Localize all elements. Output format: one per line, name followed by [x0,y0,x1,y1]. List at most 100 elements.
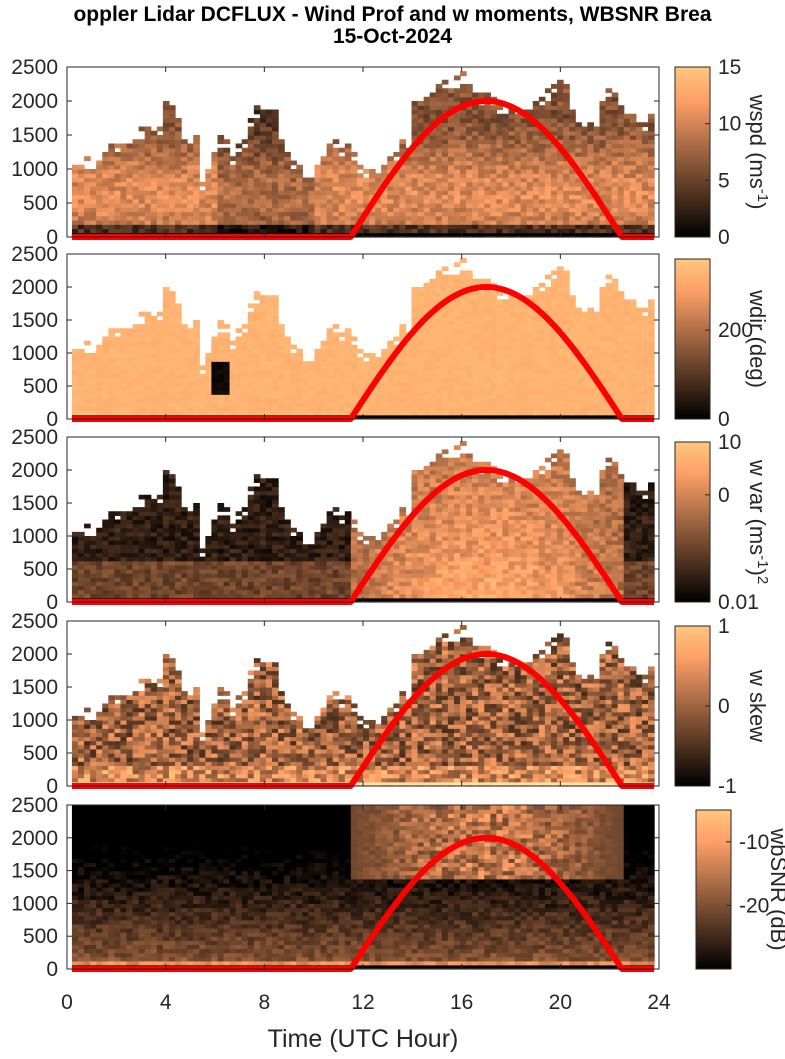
heatmap-cell [508,194,516,200]
heatmap-cell [453,369,461,375]
heatmap-cell [290,220,297,225]
heatmap-cell [162,122,170,128]
heatmap-cell [175,122,182,128]
heatmap-cell [381,194,388,200]
heatmap-cell [520,394,528,399]
heatmap-cell [144,398,152,404]
heatmap-cell [472,365,479,371]
heatmap-cell [187,377,194,383]
heatmap-cell [181,344,188,350]
heatmap-cell [484,357,491,362]
heatmap-cell [460,386,467,391]
heatmap-cell [472,315,479,321]
heatmap-cell [138,340,146,346]
heatmap-cell [635,207,643,213]
heatmap-cell [466,369,473,375]
heatmap-cell [71,220,79,225]
heatmap-cell [108,160,115,166]
heatmap-cell [514,336,522,342]
heatmap-cell [599,143,607,149]
heatmap-cell [496,169,504,174]
heatmap-cell [460,410,467,416]
heatmap-cell [405,353,413,358]
heatmap-cell [181,186,188,191]
heatmap-cell [405,398,413,404]
heatmap-cell [563,105,570,111]
heatmap-cell [641,402,649,408]
heatmap-cell [453,320,461,325]
heatmap-cell [617,328,625,333]
heatmap-cell [193,340,200,346]
heatmap-cell [472,203,479,208]
heatmap-cell [278,211,285,217]
heatmap-cell [126,357,134,362]
heatmap-cell [253,386,261,391]
heatmap-cell [648,164,655,170]
heatmap-cell [629,394,637,399]
heatmap-cell [150,340,158,346]
heatmap-cell [447,207,455,213]
heatmap-cell [369,190,376,196]
heatmap-cell [423,344,431,350]
heatmap-cell [162,173,170,179]
heatmap-cell [496,105,504,111]
heatmap-cell [150,173,158,179]
heatmap-cell [181,373,188,379]
heatmap-cell [138,394,146,399]
heatmap-cell [587,353,595,358]
heatmap-cell [338,190,346,196]
heatmap-cell [168,207,176,213]
heatmap-cell [241,203,249,208]
heatmap-cell [605,303,613,309]
heatmap-cell [120,169,128,174]
heatmap-cell [265,398,273,404]
heatmap-cell [593,228,601,234]
heatmap-cell [484,348,491,354]
heatmap-cell [120,369,128,375]
heatmap-cell [314,177,322,183]
heatmap-cell [71,164,79,170]
heatmap-cell [344,190,352,196]
heatmap-cell [132,348,140,354]
heatmap-cell [332,177,340,183]
heatmap-cell [71,353,79,358]
heatmap-cell [526,228,534,234]
heatmap-cell [460,336,467,342]
heatmap-cell [375,198,382,204]
heatmap-cell [259,340,267,346]
heatmap-cell [478,207,485,213]
y-tick-label: 2000 [11,276,58,299]
heatmap-cell [308,207,316,213]
heatmap-cell [417,386,425,391]
heatmap-cell [71,402,79,408]
heatmap-cell [593,207,601,213]
heatmap-cell [550,406,558,412]
heatmap-cell [120,336,128,342]
heatmap-cell [429,224,437,230]
heatmap-cell [532,357,540,362]
heatmap-cell [502,173,510,179]
heatmap-cell [411,357,419,362]
heatmap-cell [199,365,206,371]
heatmap-cell [187,353,194,358]
heatmap-cell [557,169,564,174]
heatmap-cell [605,96,613,102]
heatmap-cell [435,152,443,157]
heatmap-cell [241,139,249,145]
heatmap-cell [502,130,510,136]
heatmap-cell [587,143,595,149]
heatmap-cell [557,109,564,115]
heatmap-cell [563,307,570,313]
heatmap-cell [502,303,510,309]
heatmap-cell [538,295,546,300]
heatmap-cell [484,186,491,191]
heatmap-cell [581,130,588,136]
heatmap-cell [150,156,158,162]
heatmap-cell [150,220,158,225]
heatmap-cell [90,357,97,362]
heatmap-cell [132,369,140,375]
heatmap-cell [508,109,516,115]
heatmap-cell [217,369,225,375]
heatmap-cell [611,324,619,329]
